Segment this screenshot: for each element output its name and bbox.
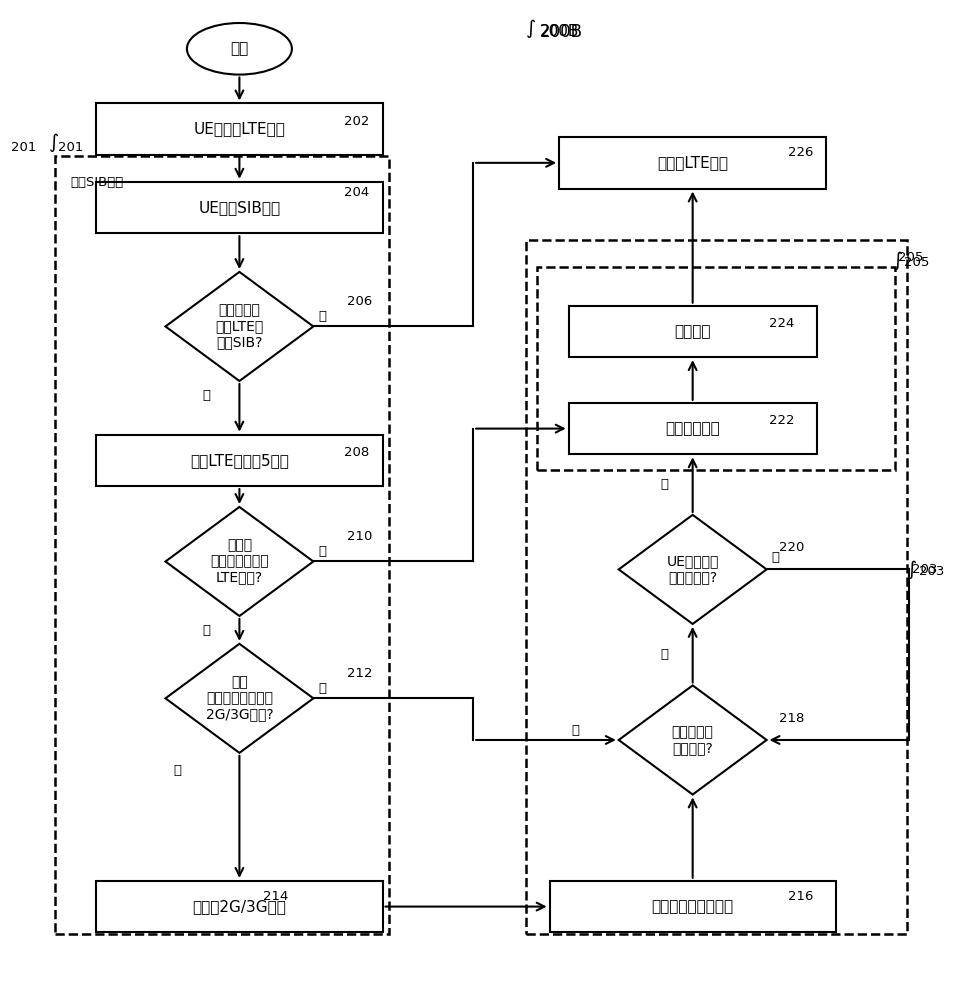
Text: 205: 205 bbox=[904, 255, 930, 268]
Text: ∫: ∫ bbox=[525, 19, 536, 38]
Text: 是: 是 bbox=[572, 724, 579, 737]
Text: 210: 210 bbox=[347, 530, 373, 543]
Text: 222: 222 bbox=[769, 414, 794, 427]
Text: UE驻留在LTE小区: UE驻留在LTE小区 bbox=[194, 122, 285, 137]
Bar bbox=[55, 156, 389, 934]
Text: 202: 202 bbox=[344, 115, 370, 128]
Bar bbox=[96, 881, 383, 932]
Bar bbox=[537, 267, 895, 470]
Text: 执行小区重选: 执行小区重选 bbox=[665, 421, 720, 436]
Bar bbox=[96, 435, 383, 486]
Text: 208: 208 bbox=[344, 446, 369, 459]
Text: 否: 否 bbox=[318, 682, 326, 695]
Bar bbox=[559, 137, 826, 189]
Text: 214: 214 bbox=[263, 890, 288, 903]
Text: 记录失败位置的信息: 记录失败位置的信息 bbox=[652, 899, 734, 914]
Text: 是: 是 bbox=[318, 310, 326, 323]
Text: 否: 否 bbox=[660, 648, 669, 661]
Text: 是: 是 bbox=[174, 764, 181, 777]
Text: 是否
成功地找到合适的
2G/3G小区?: 是否 成功地找到合适的 2G/3G小区? bbox=[205, 675, 273, 722]
Text: 203: 203 bbox=[912, 563, 938, 576]
Bar bbox=[549, 881, 836, 932]
Text: 220: 220 bbox=[779, 541, 804, 554]
Text: 否: 否 bbox=[202, 624, 210, 637]
Text: 开始: 开始 bbox=[230, 41, 249, 56]
Text: 禁止定时器
是否到期?: 禁止定时器 是否到期? bbox=[672, 725, 713, 755]
Bar bbox=[96, 103, 383, 155]
Polygon shape bbox=[619, 515, 766, 624]
Text: 是否成
功地找到合适的
LTE小区?: 是否成 功地找到合适的 LTE小区? bbox=[210, 538, 269, 585]
Text: 200B: 200B bbox=[540, 23, 583, 41]
Text: 驻留在2G/3G小区: 驻留在2G/3G小区 bbox=[193, 899, 286, 914]
Text: 否: 否 bbox=[202, 389, 210, 402]
Text: 216: 216 bbox=[789, 890, 814, 903]
Text: 是: 是 bbox=[318, 545, 326, 558]
Text: UE是否准备
好重选小区?: UE是否准备 好重选小区? bbox=[666, 554, 719, 585]
Text: 是否成功地
获取LTE小
区的SIB?: 是否成功地 获取LTE小 区的SIB? bbox=[215, 303, 263, 350]
Text: 禁止LTE小区达5分钟: 禁止LTE小区达5分钟 bbox=[190, 453, 289, 468]
Text: 218: 218 bbox=[779, 712, 804, 725]
Text: 标准程序: 标准程序 bbox=[675, 324, 710, 339]
Text: 206: 206 bbox=[347, 295, 372, 308]
Text: 204: 204 bbox=[344, 186, 369, 199]
Polygon shape bbox=[166, 644, 313, 753]
Text: 200B: 200B bbox=[540, 24, 579, 39]
Polygon shape bbox=[166, 507, 313, 616]
Text: 201: 201 bbox=[11, 141, 37, 154]
Polygon shape bbox=[619, 685, 766, 795]
Bar bbox=[96, 182, 383, 233]
Text: 否: 否 bbox=[771, 551, 779, 564]
Text: ∫: ∫ bbox=[907, 560, 918, 579]
Text: 是: 是 bbox=[660, 478, 669, 491]
Text: UE执行SIB获取: UE执行SIB获取 bbox=[199, 200, 281, 215]
Text: 226: 226 bbox=[789, 146, 814, 159]
Bar bbox=[569, 306, 817, 357]
Text: 203: 203 bbox=[919, 565, 944, 578]
Bar bbox=[569, 403, 817, 454]
Text: 201: 201 bbox=[58, 141, 84, 154]
Text: ∫: ∫ bbox=[48, 133, 59, 152]
Text: 205: 205 bbox=[897, 251, 924, 264]
Text: 212: 212 bbox=[347, 667, 373, 680]
Text: ∫: ∫ bbox=[893, 251, 903, 270]
Polygon shape bbox=[166, 272, 313, 381]
Text: 触发SIB获取: 触发SIB获取 bbox=[70, 176, 123, 189]
Text: 驻留在LTE小区: 驻留在LTE小区 bbox=[657, 155, 728, 170]
Text: 224: 224 bbox=[769, 317, 794, 330]
Bar bbox=[525, 240, 907, 934]
Ellipse shape bbox=[187, 23, 292, 75]
